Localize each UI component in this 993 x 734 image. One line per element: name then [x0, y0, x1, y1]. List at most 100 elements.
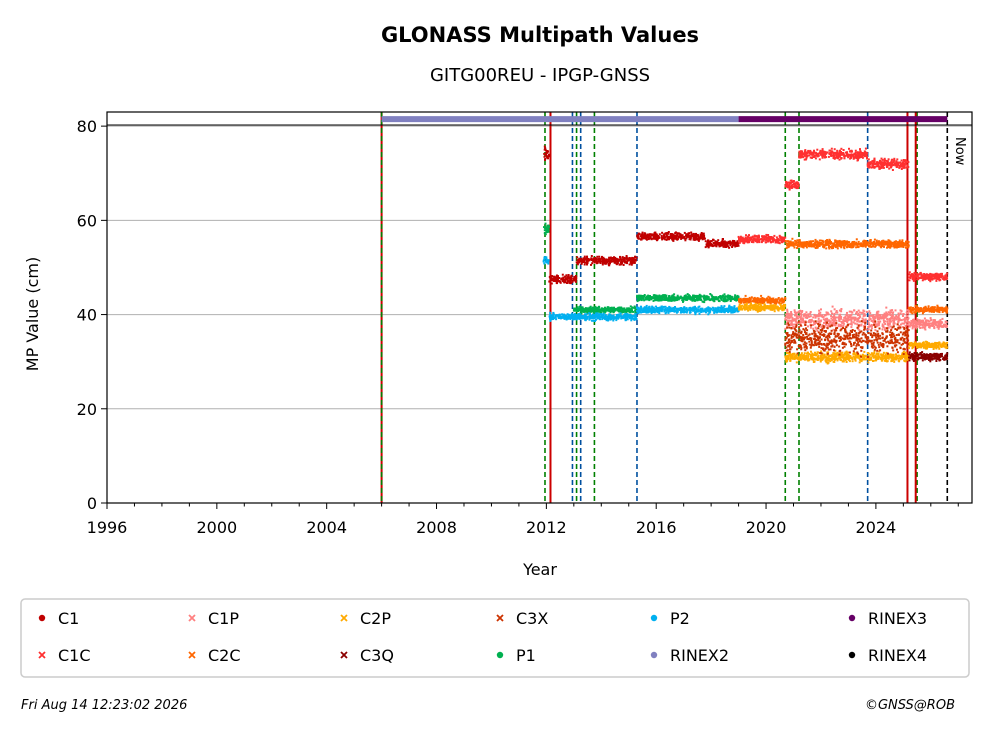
- data-point: [613, 258, 615, 261]
- data-point: [705, 295, 708, 298]
- data-point: [889, 166, 892, 169]
- data-point: [592, 311, 595, 314]
- data-point: [555, 314, 557, 317]
- data-point: [665, 294, 668, 297]
- data-point: [860, 156, 863, 158]
- data-point: [676, 310, 679, 313]
- data-point: [751, 304, 754, 307]
- data-point: [702, 234, 705, 237]
- data-point: [631, 314, 634, 317]
- data-point: [629, 309, 632, 312]
- data-point: [857, 240, 860, 243]
- data-point: [611, 315, 614, 318]
- data-point: [828, 241, 831, 243]
- data-point: [620, 315, 622, 318]
- data-point: [621, 261, 624, 263]
- data-point: [658, 233, 661, 236]
- data-point: [688, 307, 691, 310]
- data-point: [586, 310, 588, 313]
- data-point: [761, 297, 764, 299]
- data-point: [757, 235, 760, 238]
- data-point: [559, 281, 562, 284]
- data-point: [750, 307, 752, 309]
- data-point: [929, 309, 932, 311]
- data-point: [545, 228, 548, 231]
- data-point: [727, 297, 730, 300]
- data-point: [830, 246, 832, 248]
- data-point: [790, 243, 793, 246]
- data-point: [618, 258, 621, 261]
- data-point: [773, 301, 776, 304]
- data-point: [760, 309, 763, 312]
- data-point: [656, 236, 659, 239]
- data-point: [611, 316, 614, 319]
- data-point: [641, 309, 644, 312]
- data-point: [852, 245, 855, 248]
- data-point: [591, 319, 593, 322]
- data-point: [810, 245, 813, 248]
- series-c1c: [737, 147, 949, 283]
- data-point: [738, 237, 740, 240]
- data-point: [925, 274, 928, 277]
- data-point: [684, 239, 687, 242]
- data-point: [672, 299, 675, 302]
- series-c2p: [737, 302, 949, 365]
- data-point: [625, 309, 628, 311]
- data-point: [700, 307, 703, 310]
- data-point: [658, 294, 661, 297]
- data-point: [850, 243, 853, 246]
- data-point: [552, 279, 555, 282]
- data-point: [749, 299, 752, 302]
- data-point: [657, 296, 660, 299]
- data-point: [707, 310, 710, 313]
- data-point: [657, 235, 660, 238]
- data-point: [743, 298, 746, 301]
- data-point: [848, 147, 850, 150]
- data-point: [796, 181, 799, 184]
- data-point: [616, 259, 619, 262]
- data-point: [821, 240, 824, 243]
- data-point: [547, 230, 550, 233]
- data-point: [676, 294, 679, 297]
- data-point: [735, 309, 738, 312]
- data-point: [734, 296, 737, 299]
- data-point: [854, 353, 857, 356]
- data-point: [850, 149, 853, 152]
- data-point: [686, 295, 689, 298]
- data-point: [584, 308, 587, 311]
- data-point: [755, 240, 758, 243]
- data-point: [624, 310, 627, 313]
- data-point: [927, 273, 930, 276]
- data-point: [565, 277, 568, 280]
- data-point: [637, 237, 640, 240]
- data-point: [621, 307, 623, 310]
- data-point: [793, 182, 796, 185]
- data-point: [685, 311, 688, 314]
- data-point: [720, 242, 723, 245]
- data-point: [622, 309, 624, 312]
- data-point: [593, 309, 596, 311]
- data-point: [596, 314, 599, 317]
- data-point: [676, 234, 679, 237]
- data-point: [772, 301, 775, 304]
- data-point: [760, 304, 763, 307]
- data-point: [579, 260, 582, 263]
- data-point: [865, 154, 868, 157]
- data-point: [586, 312, 589, 315]
- data-point: [724, 295, 727, 298]
- data-point: [797, 245, 800, 248]
- data-point: [849, 243, 852, 246]
- data-point: [818, 152, 821, 155]
- data-point: [796, 185, 798, 188]
- data-point: [689, 311, 692, 314]
- data-point: [895, 244, 898, 246]
- data-point: [898, 166, 901, 169]
- data-point: [736, 244, 739, 247]
- data-point: [810, 153, 813, 156]
- data-point: [609, 310, 612, 313]
- data-point: [627, 307, 630, 310]
- data-point: [900, 162, 903, 165]
- data-point: [576, 256, 579, 259]
- data-point: [901, 164, 904, 167]
- data-point: [564, 279, 567, 282]
